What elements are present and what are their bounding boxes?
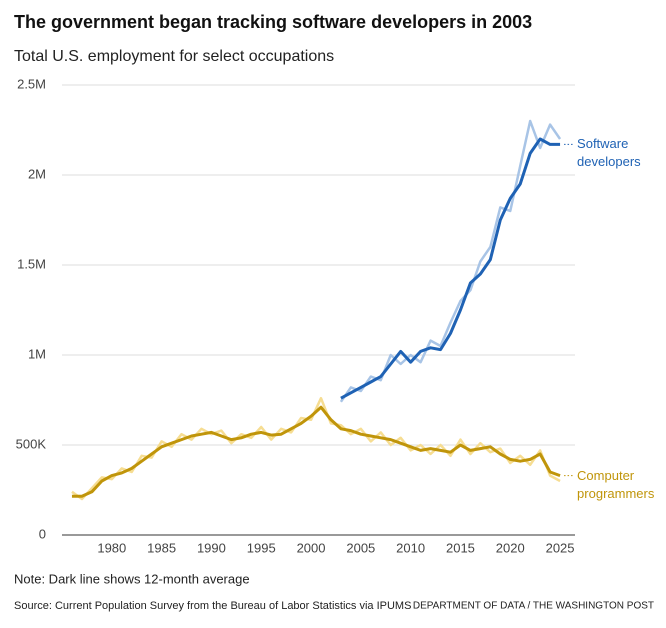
source: Source: Current Population Survey from t… (14, 600, 411, 612)
chart-subtitle: Total U.S. employment for select occupat… (14, 48, 334, 65)
average-line (71, 405, 561, 498)
x-tick-label: 1980 (97, 540, 126, 555)
x-tick-label: 1990 (197, 540, 226, 555)
x-tick-label: 2015 (446, 540, 475, 555)
note: Note: Dark line shows 12-month average (14, 571, 250, 586)
x-tick-label: 2010 (396, 540, 425, 555)
x-tick-label: 2025 (546, 540, 575, 555)
raw-line (71, 396, 561, 501)
y-tick-label: 2M (28, 166, 46, 181)
chart-title: The government began tracking software d… (14, 12, 532, 32)
y-tick-label: 1.5M (17, 256, 46, 271)
credit: DEPARTMENT OF DATA / THE WASHINGTON POST (413, 601, 654, 612)
average-line (340, 137, 561, 400)
x-tick-label: 1995 (247, 540, 276, 555)
x-tick-label: 1985 (147, 540, 176, 555)
x-tick-label: 2020 (496, 540, 525, 555)
x-tick-label: 2000 (297, 540, 326, 555)
y-tick-label: 1M (28, 346, 46, 361)
series-label: Computer programmers (577, 467, 655, 501)
y-tick-label: 0 (39, 526, 46, 541)
x-tick-label: 2005 (346, 540, 375, 555)
y-tick-label: 2.5M (17, 76, 46, 91)
y-tick-label: 500K (16, 436, 47, 451)
series-label: Software developers (577, 136, 641, 170)
